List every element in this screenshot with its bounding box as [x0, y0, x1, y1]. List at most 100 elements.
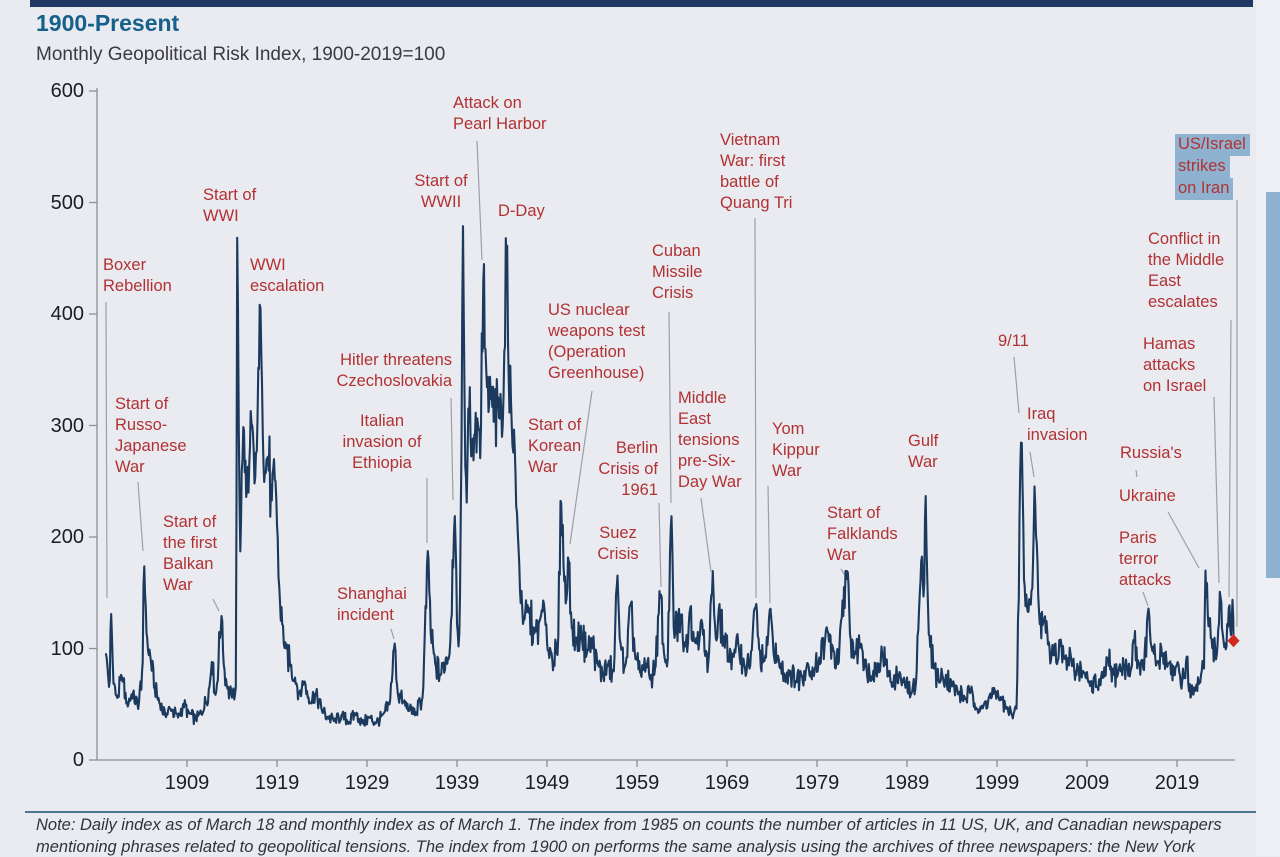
middle-east-conflict-escalates-text-line: escalates	[1148, 293, 1218, 311]
d-day-annotation: D-Day	[498, 201, 545, 222]
hitler-czechoslovakia-text-line: Czechoslovakia	[336, 372, 452, 390]
pre-six-day-war-annotation: Middle East tensions pre-Six- Day War	[678, 388, 742, 493]
berlin-crisis-1961-text-line: 1961	[621, 481, 658, 499]
first-balkan-war-text-line: War	[163, 576, 193, 594]
hamas-attacks-israel-text-line: on Israel	[1143, 377, 1207, 395]
russo-japanese-war-text-line: Japanese	[115, 437, 187, 455]
yom-kippur-war-leader-line	[767, 485, 771, 604]
cuban-missile-crisis-text-line: Cuban	[652, 242, 701, 260]
hamas-attacks-israel-text-line: Hamas	[1143, 335, 1196, 353]
start-of-wwi-text-line: Start of	[203, 186, 257, 204]
ukraine-label-text-line: Ukraine	[1119, 487, 1176, 505]
paris-terror-attacks-leader-line	[1142, 591, 1149, 607]
yom-kippur-war-text-line: Kippur	[772, 441, 820, 459]
russias-label-text-line: Russia's	[1120, 444, 1182, 462]
boxer-rebellion-text-line: Rebellion	[103, 277, 172, 295]
korean-war-text-line: Start of	[528, 416, 582, 434]
x-tick-label: 1909	[164, 772, 210, 794]
paris-terror-attacks-text-line: terror	[1119, 550, 1159, 568]
russo-japanese-war-text-line: Russo-	[115, 416, 168, 434]
chart-subtitle: Monthly Geopolitical Risk Index, 1900-20…	[36, 44, 446, 65]
cuban-missile-crisis-annotation: Cuban Missile Crisis	[652, 241, 702, 304]
y-tick-label: 100	[50, 637, 84, 660]
iraq-invasion-text-line: Iraq	[1027, 405, 1056, 423]
paris-terror-attacks-text-line: attacks	[1119, 571, 1172, 589]
x-tick-label: 1969	[704, 772, 750, 794]
falklands-war-text-line: Falklands	[827, 525, 898, 543]
start-of-wwii-annotation: Start of WWII	[414, 171, 467, 213]
korean-war-text-line: War	[528, 458, 558, 476]
yom-kippur-war-annotation: Yom Kippur War	[772, 419, 820, 482]
nine-eleven-text-line: 9/11	[998, 332, 1029, 350]
quang-tri-annotation: Vietnam War: first battle of Quang Tri	[720, 130, 792, 214]
boxer-rebellion-leader-line	[105, 301, 108, 599]
us-israel-strikes-iran-annotation: US/Israel strikes on Iran	[1175, 134, 1250, 200]
y-tick-label: 400	[50, 303, 84, 325]
x-tick-label: 1929	[344, 772, 390, 794]
y-tick-label: 0	[72, 749, 84, 771]
falklands-war-annotation: Start of Falklands War	[827, 503, 898, 566]
quang-tri-text-line: Quang Tri	[720, 194, 793, 212]
russias-label-leader-line	[1135, 469, 1138, 478]
x-tick-label: 1919	[254, 772, 300, 794]
korean-war-annotation: Start of Korean War	[528, 415, 581, 478]
korean-war-text-line: Korean	[528, 437, 582, 455]
falklands-war-text-line: Start of	[827, 504, 881, 522]
berlin-crisis-1961-leader-line	[658, 502, 662, 588]
italian-invasion-ethiopia-text-line: Italian	[359, 412, 405, 430]
operation-greenhouse-text-line: weapons test	[548, 322, 646, 340]
boxer-rebellion-annotation: Boxer Rebellion	[103, 255, 172, 297]
middle-east-conflict-escalates-leader-line	[1228, 319, 1232, 598]
x-tick-label: 2009	[1064, 772, 1110, 794]
pre-six-day-war-text-line: Day War	[678, 473, 742, 491]
hitler-czechoslovakia-leader-line	[450, 397, 454, 501]
wwi-escalation-annotation: WWI escalation	[250, 255, 324, 297]
shanghai-incident-annotation: Shanghai incident	[337, 584, 407, 626]
us-israel-strikes-iran-text-line: on Iran	[1175, 178, 1234, 200]
hitler-czechoslovakia-text-line: Hitler threatens	[340, 351, 452, 369]
middle-east-conflict-escalates-text-line: the Middle	[1148, 251, 1225, 269]
pre-six-day-war-leader-line	[700, 497, 712, 573]
operation-greenhouse-text-line: Greenhouse)	[548, 364, 645, 382]
paris-terror-attacks-text-line: Paris	[1119, 529, 1157, 547]
start-of-wwi-annotation: Start of WWI	[203, 185, 256, 227]
x-tick-label: 1949	[524, 772, 570, 794]
berlin-crisis-1961-text-line: Crisis of	[598, 460, 658, 478]
iraq-invasion-text-line: invasion	[1027, 426, 1088, 444]
pearl-harbor-text-line: Pearl Harbor	[453, 115, 547, 133]
page-title: 1900-Present	[36, 10, 180, 36]
quang-tri-leader-line	[754, 217, 757, 599]
gulf-war-text-line: Gulf	[908, 432, 939, 450]
y-tick-label: 600	[50, 80, 84, 102]
us-israel-strikes-iran-text-line: US/Israel	[1175, 134, 1250, 156]
iraq-invasion-leader-line	[1029, 451, 1035, 478]
x-tick-label: 1939	[434, 772, 480, 794]
suez-crisis-annotation: Suez Crisis	[597, 523, 638, 565]
cuban-missile-crisis-text-line: Missile	[652, 263, 703, 281]
hitler-czechoslovakia-annotation: Hitler threatens Czechoslovakia	[336, 350, 452, 392]
italian-invasion-ethiopia-text-line: invasion of	[342, 433, 422, 451]
first-balkan-war-text-line: Balkan	[163, 555, 214, 573]
operation-greenhouse-text-line: US nuclear	[548, 301, 630, 319]
start-of-wwii-text-line: Start of	[414, 172, 468, 190]
pre-six-day-war-text-line: pre-Six-	[678, 452, 736, 470]
start-of-wwi-text-line: WWI	[203, 207, 239, 225]
iraq-invasion-annotation: Iraq invasion	[1027, 404, 1088, 446]
pre-six-day-war-text-line: Middle	[678, 389, 727, 407]
x-tick-label: 1959	[614, 772, 660, 794]
russo-japanese-war-text-line: Start of	[115, 395, 169, 413]
shanghai-incident-leader-line	[390, 628, 395, 640]
russo-japanese-war-text-line: War	[115, 458, 145, 476]
quang-tri-text-line: War: first	[720, 152, 786, 170]
cuban-missile-crisis-leader-line	[668, 311, 672, 504]
hamas-attacks-israel-annotation: Hamas attacks on Israel	[1143, 334, 1206, 397]
y-tick-label: 300	[50, 414, 84, 437]
shanghai-incident-text-line: Shanghai	[337, 585, 407, 603]
italian-invasion-ethiopia-annotation: Italian invasion of Ethiopia	[343, 411, 422, 474]
start-of-wwii-text-line: WWII	[420, 193, 462, 211]
shanghai-incident-text-line: incident	[337, 606, 394, 624]
scrollbar-thumb[interactable]	[1266, 192, 1280, 578]
footnote-line-2: mentioning phrases related to geopolitic…	[36, 838, 1196, 856]
